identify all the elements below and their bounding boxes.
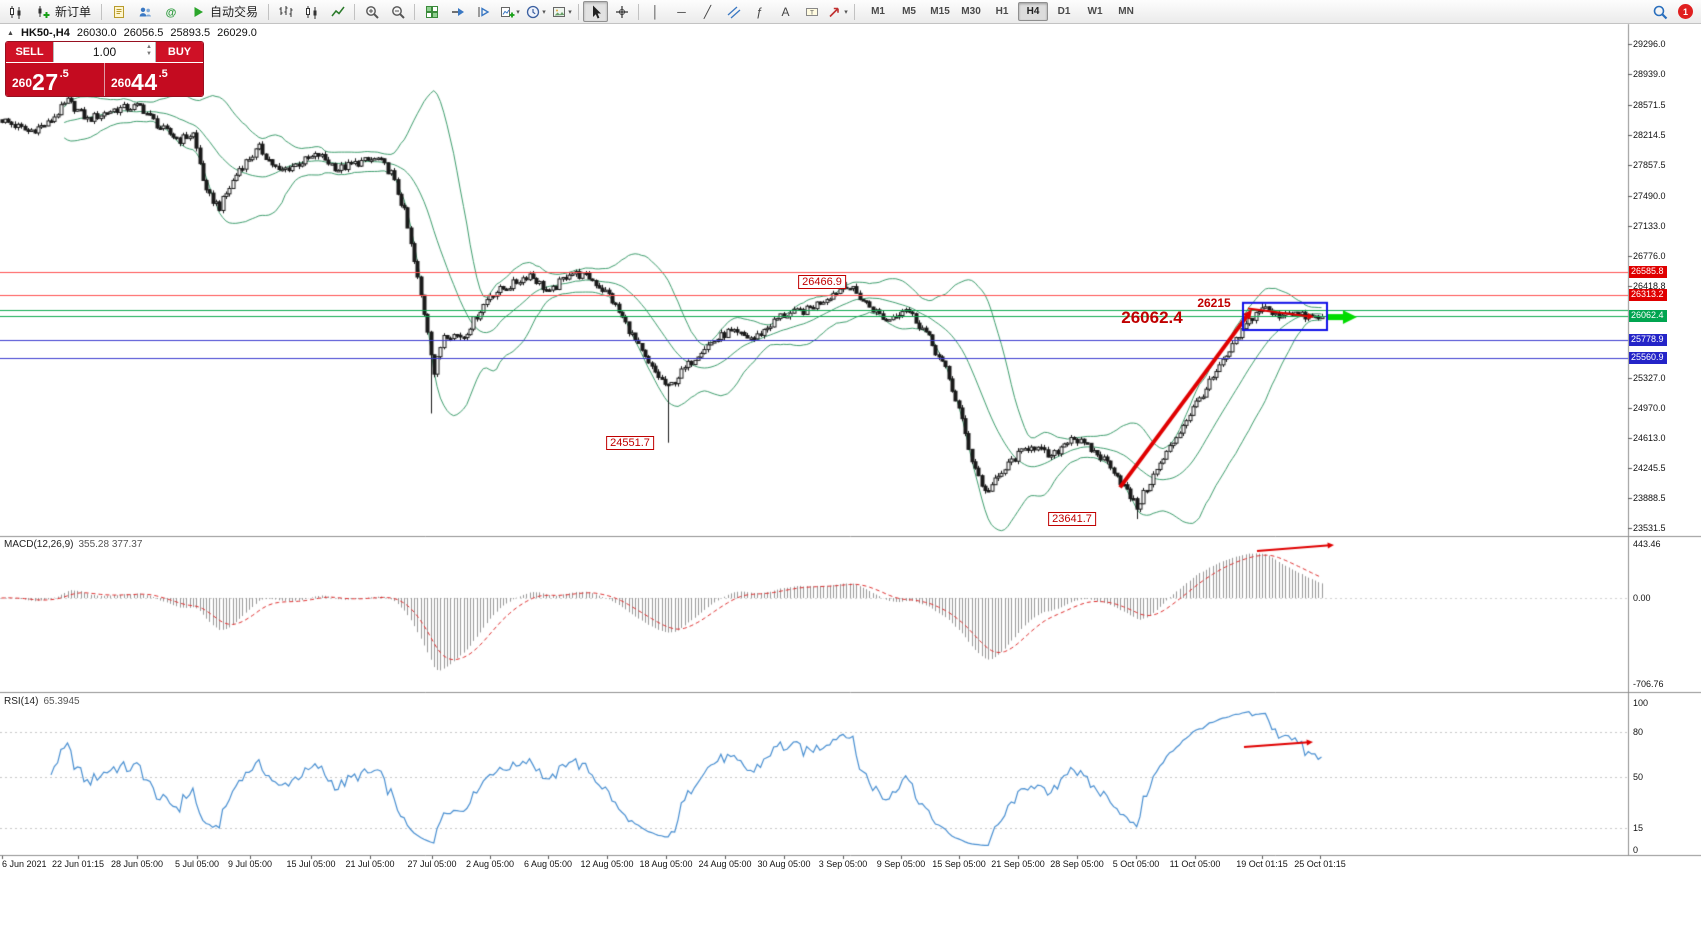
timeframe-group: M1 M5 M15 M30 H1 H4 D1 W1 MN	[863, 2, 1141, 21]
rsi-name: RSI(14)	[4, 696, 39, 707]
profiles-icon[interactable]	[106, 1, 131, 22]
auto-trading-button[interactable]: 自动交易	[184, 2, 264, 21]
search-icon[interactable]	[1647, 1, 1672, 22]
auto-scroll-icon[interactable]	[445, 1, 470, 22]
trendline-icon[interactable]: ╱	[703, 4, 712, 19]
toolbar-separator	[354, 3, 356, 20]
market-watch-icon[interactable]	[132, 1, 157, 22]
vertical-line-icon[interactable]: │	[651, 4, 660, 19]
tile-windows-icon[interactable]	[419, 1, 444, 22]
buy-price[interactable]: 260 44.5	[104, 63, 203, 96]
buy-price-frac: .5	[158, 68, 168, 80]
macd-panel-label: MACD(12,26,9) 355.28 377.37	[4, 539, 142, 550]
chart-window-icon[interactable]	[3, 1, 28, 22]
text-icon[interactable]: A	[781, 4, 790, 19]
stepper-up-icon[interactable]: ▲	[146, 44, 152, 50]
toolbar-separator	[638, 3, 640, 20]
community-icon[interactable]: @	[158, 1, 183, 22]
sell-price-big: 27	[32, 69, 59, 95]
svg-text:T: T	[810, 9, 814, 16]
line-chart-icon[interactable]	[325, 1, 350, 22]
new-chart-icon[interactable]: ▾	[497, 1, 522, 22]
collapse-icon[interactable]: ▲	[7, 29, 14, 37]
toolbar-separator	[268, 3, 270, 20]
stepper-down-icon[interactable]: ▼	[146, 51, 152, 57]
buy-button[interactable]: BUY	[156, 42, 203, 62]
toolbar-separator	[101, 3, 103, 20]
zoom-out-icon[interactable]	[385, 1, 410, 22]
dropdown-caret-icon: ▾	[568, 8, 572, 16]
symbol-info: ▲ HK50-,H4 26030.0 26056.5 25893.5 26029…	[7, 27, 257, 39]
timeframe-m15-button[interactable]: M15	[930, 6, 950, 17]
sell-price-prefix: 260	[12, 76, 33, 90]
buy-price-prefix: 260	[111, 76, 132, 90]
macd-values: 355.28 377.37	[78, 539, 143, 550]
arrows-icon[interactable]: ▾	[825, 1, 850, 22]
candle-chart-icon[interactable]	[299, 1, 324, 22]
volume-input[interactable]: 1.00 ▲ ▼	[53, 42, 156, 62]
ohlc-low: 25893.5	[170, 27, 211, 39]
ohlc-close: 26029.0	[217, 27, 257, 39]
template-icon[interactable]: ▾	[549, 1, 574, 22]
symbol-title: HK50-,H4	[20, 27, 70, 39]
toolbar-separator	[414, 3, 416, 20]
rsi-value: 65.3945	[43, 696, 80, 707]
period-icon[interactable]: ▾	[523, 1, 548, 22]
dropdown-caret-icon: ▾	[844, 8, 848, 16]
timeframe-m30-button[interactable]: M30	[961, 6, 981, 17]
timeframe-m5-button[interactable]: M5	[902, 6, 916, 17]
timeframe-h4-button[interactable]: H4	[1018, 2, 1049, 21]
label-icon[interactable]: T	[799, 1, 824, 22]
notification-badge[interactable]: 1	[1678, 4, 1693, 19]
volume-stepper[interactable]: ▲ ▼	[146, 44, 152, 57]
sell-price-frac: .5	[59, 68, 69, 80]
dropdown-caret-icon: ▾	[542, 8, 546, 16]
one-click-trading-panel: SELL 1.00 ▲ ▼ BUY 260 27.5 260 44.5	[5, 41, 204, 97]
bar-chart-icon[interactable]	[273, 1, 298, 22]
new-order-button[interactable]: 新订单	[29, 2, 97, 21]
svg-text:@: @	[165, 7, 176, 19]
chart-shift-icon[interactable]	[471, 1, 496, 22]
timeframe-mn-button[interactable]: MN	[1118, 6, 1134, 17]
toolbar-separator	[854, 3, 856, 20]
rsi-panel-label: RSI(14) 65.3945	[4, 696, 80, 707]
sell-price[interactable]: 260 27.5	[6, 63, 104, 96]
sell-button[interactable]: SELL	[6, 42, 53, 62]
timeframe-h1-button[interactable]: H1	[995, 6, 1009, 17]
horizontal-line-icon[interactable]: ─	[677, 4, 686, 19]
macd-name: MACD(12,26,9)	[4, 539, 74, 550]
fibonacci-icon[interactable]: ƒ	[756, 4, 763, 19]
ohlc-high: 26056.5	[123, 27, 164, 39]
volume-value: 1.00	[92, 45, 117, 59]
buy-price-big: 44	[131, 69, 158, 95]
ohlc-open: 26030.0	[76, 27, 117, 39]
dropdown-caret-icon: ▾	[516, 8, 520, 16]
timeframe-m1-button[interactable]: M1	[871, 6, 885, 17]
toolbar: 新订单 @ 自动交易 ▾ ▾ ▾ │ ─ ╱ ƒ A T ▾ M1 M5 M15 M30 H1 H4 D1 W1 MN 1	[0, 0, 1701, 24]
crosshair-icon[interactable]	[609, 1, 634, 22]
toolbar-separator	[578, 3, 580, 20]
timeframe-d1-button[interactable]: D1	[1057, 6, 1071, 17]
zoom-in-icon[interactable]	[359, 1, 384, 22]
timeframe-w1-button[interactable]: W1	[1087, 6, 1103, 17]
channel-icon[interactable]	[721, 1, 746, 22]
cursor-icon[interactable]	[583, 1, 609, 22]
